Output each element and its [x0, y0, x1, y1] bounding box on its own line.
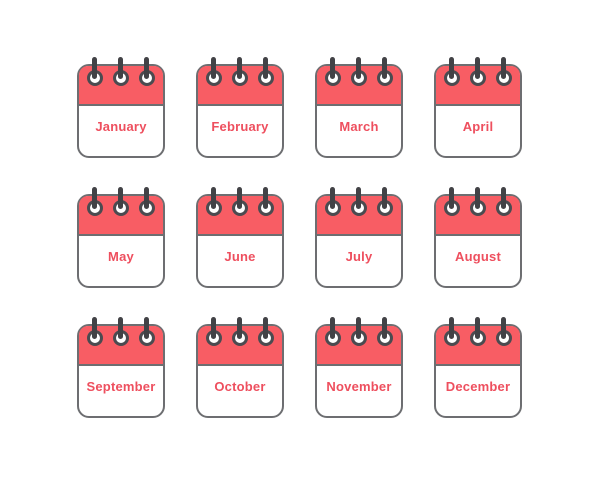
spiral-stem-icon	[211, 56, 216, 79]
calendar-icon-march: March	[315, 56, 403, 158]
spiral-stem-icon	[382, 316, 387, 339]
calendar-icon-november: November	[315, 316, 403, 418]
spiral-stem-icon	[330, 56, 335, 79]
calendar-icon-february: February	[196, 56, 284, 158]
month-label: March	[339, 119, 379, 135]
spiral-stem-icon	[211, 316, 216, 339]
month-label: August	[455, 249, 501, 265]
spiral-stem-icon	[449, 186, 454, 209]
spiral-stem-icon	[356, 316, 361, 339]
month-label: January	[95, 119, 147, 135]
spiral-stem-icon	[144, 316, 149, 339]
calendar-icon-july: July	[315, 186, 403, 288]
spiral-stem-icon	[118, 186, 123, 209]
spiral-stem-icon	[382, 56, 387, 79]
spiral-stem-icon	[501, 56, 506, 79]
calendar-icon-june: June	[196, 186, 284, 288]
month-label: December	[445, 379, 511, 395]
month-label: February	[211, 119, 269, 135]
spiral-stem-icon	[237, 316, 242, 339]
calendar-icon-april: April	[434, 56, 522, 158]
month-label: September	[86, 379, 156, 395]
calendar-icon-october: October	[196, 316, 284, 418]
spiral-stem-icon	[263, 316, 268, 339]
spiral-stem-icon	[356, 186, 361, 209]
calendar-icon-may: May	[77, 186, 165, 288]
spiral-stem-icon	[475, 316, 480, 339]
spiral-stem-icon	[118, 56, 123, 79]
spiral-stem-icon	[501, 186, 506, 209]
spiral-stem-icon	[263, 56, 268, 79]
month-label: October	[214, 379, 266, 395]
month-label: May	[108, 249, 134, 265]
spiral-stem-icon	[92, 56, 97, 79]
spiral-stem-icon	[475, 56, 480, 79]
spiral-stem-icon	[144, 186, 149, 209]
spiral-stem-icon	[237, 56, 242, 79]
spiral-stem-icon	[92, 186, 97, 209]
month-label: April	[462, 119, 494, 135]
spiral-stem-icon	[501, 316, 506, 339]
spiral-stem-icon	[382, 186, 387, 209]
calendar-icon-grid: January February March	[77, 56, 522, 418]
spiral-stem-icon	[263, 186, 268, 209]
spiral-stem-icon	[211, 186, 216, 209]
spiral-stem-icon	[475, 186, 480, 209]
spiral-stem-icon	[330, 186, 335, 209]
spiral-stem-icon	[144, 56, 149, 79]
spiral-stem-icon	[449, 316, 454, 339]
spiral-stem-icon	[356, 56, 361, 79]
month-label: July	[345, 249, 373, 265]
spiral-stem-icon	[330, 316, 335, 339]
spiral-stem-icon	[449, 56, 454, 79]
month-label: June	[224, 249, 256, 265]
calendar-icon-january: January	[77, 56, 165, 158]
spiral-stem-icon	[237, 186, 242, 209]
calendar-icon-august: August	[434, 186, 522, 288]
calendar-icon-december: December	[434, 316, 522, 418]
month-label: November	[326, 379, 392, 395]
spiral-stem-icon	[92, 316, 97, 339]
calendar-icon-september: September	[77, 316, 165, 418]
spiral-stem-icon	[118, 316, 123, 339]
